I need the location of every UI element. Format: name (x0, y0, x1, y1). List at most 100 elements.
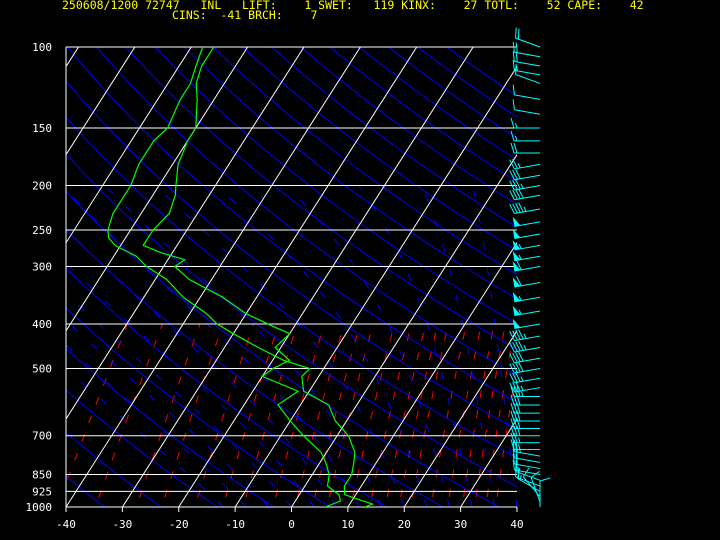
dry-adiabat-line (212, 47, 517, 276)
wind-barb-full (512, 372, 518, 383)
dry-adiabat-line (387, 47, 517, 139)
mixing-ratio-line (350, 323, 395, 507)
wind-barb (512, 291, 541, 303)
wind-barb-staff (515, 476, 541, 487)
wind-barb (510, 142, 540, 154)
dry-adiabat-line (66, 475, 106, 507)
wind-barb-full (512, 189, 518, 200)
wind-barb-staff (514, 346, 541, 353)
isobars (66, 46, 517, 508)
isotherm-line (347, 241, 517, 507)
wind-barb-half (518, 295, 522, 301)
wind-barb-full (512, 447, 515, 458)
wind-barb-staff (514, 255, 541, 262)
temperature-tick-label: 0 (288, 518, 295, 531)
moist-adiabat-line (216, 185, 428, 507)
wind-barb-staff (515, 37, 541, 48)
wind-barb-full (512, 84, 515, 95)
wind-barb-full (510, 130, 515, 142)
wind-barb-full (512, 59, 515, 71)
temperature-tick-label: -40 (56, 518, 76, 531)
wind-barb-full (512, 453, 515, 465)
wind-barb-full (515, 381, 521, 392)
wind-barb-staff (514, 69, 541, 76)
wind-barb-full (515, 441, 518, 453)
pressure-tick-label: 925 (32, 485, 52, 498)
wind-barb (509, 351, 541, 364)
wind-barb-full (509, 159, 515, 170)
wind-barb (509, 329, 541, 342)
wind-barb-flag (512, 250, 521, 261)
mixing-ratio-line (135, 323, 201, 507)
temperature-tick-labels: -40 -30 -20 -10 0 10 20 30 40 (56, 507, 524, 531)
wind-barb-full (513, 439, 518, 450)
wind-barb-staff (514, 194, 541, 201)
wind-barb (512, 41, 541, 58)
isotherm-line (516, 506, 517, 507)
mixing-ratio-line (326, 323, 374, 507)
mixing-ratio-line (194, 323, 254, 507)
wind-barb-half (518, 309, 522, 315)
wind-barb (512, 99, 541, 115)
wind-barb-full (509, 382, 515, 393)
wind-barb-full (512, 41, 515, 53)
wind-barb-full (510, 142, 515, 154)
wind-barb-half (520, 385, 524, 391)
wind-barb-staff (514, 61, 541, 67)
wind-barb-full (509, 363, 515, 374)
isotherm-line (66, 47, 192, 244)
wind-barb-staff (514, 184, 541, 191)
wind-barb-full (513, 418, 518, 429)
sounding-header: 250608/1200 72747 INL LIFT: 1 SWET: 119 … (0, 0, 720, 22)
isotherm-line (291, 153, 517, 507)
moist-adiabat-line (66, 262, 315, 507)
wind-barb-half (523, 345, 527, 351)
mixing-ratio-line (369, 323, 412, 507)
wind-barb (512, 84, 541, 100)
moist-adiabats (66, 185, 517, 507)
mixing-ratio-line (161, 323, 224, 507)
dry-adiabat-line (300, 47, 517, 205)
wind-barb-full (518, 351, 524, 362)
header-line-cins-brch: CINS: -41 BRCH: 7 (172, 8, 318, 22)
wind-barb-full (510, 386, 515, 397)
mixing-ratio-line (272, 323, 325, 507)
temperature-tick-label: 30 (454, 518, 467, 531)
wind-barb-half (517, 163, 521, 169)
wind-barb-staff (514, 51, 541, 58)
header-line-indices: 250608/1200 72747 INL LIFT: 1 SWET: 119 … (62, 0, 644, 12)
wind-barb-full (509, 170, 515, 180)
wind-barb-full (518, 361, 524, 372)
wind-barb (530, 470, 541, 503)
mixing-ratio-line (311, 323, 361, 507)
wind-barb-full (512, 330, 518, 341)
wind-barb-full (512, 362, 518, 373)
wind-barb-full (510, 418, 515, 429)
wind-barb-staff (514, 387, 541, 393)
wind-barb-half (518, 243, 522, 249)
wind-barb (510, 439, 540, 451)
dry-adiabat-line (66, 116, 517, 459)
wind-barb-staff (514, 296, 541, 303)
wind-barb-full (539, 477, 551, 482)
wind-barb-full (513, 432, 518, 443)
moist-adiabat-line (472, 185, 517, 507)
wind-barb (512, 216, 541, 227)
wind-barb-staff (517, 477, 541, 492)
dry-adiabat-line (66, 228, 444, 507)
mixing-ratio-line (398, 323, 439, 507)
wind-barb-flag (512, 305, 521, 316)
wind-barb-staff (514, 244, 541, 251)
mixing-ratio-line (384, 323, 426, 507)
wind-barb (512, 51, 541, 67)
wind-barb-staff (514, 265, 541, 272)
wind-barb (512, 59, 541, 76)
wind-barb-staff (514, 377, 541, 384)
mixing-ratio-line (294, 323, 345, 507)
moist-adiabat-line (66, 188, 360, 507)
wind-barb-staff (514, 323, 541, 329)
mixing-ratio-line (94, 323, 163, 507)
wind-barb (509, 202, 541, 215)
wind-barb-staff (514, 163, 541, 170)
wind-barb-full (512, 99, 515, 110)
